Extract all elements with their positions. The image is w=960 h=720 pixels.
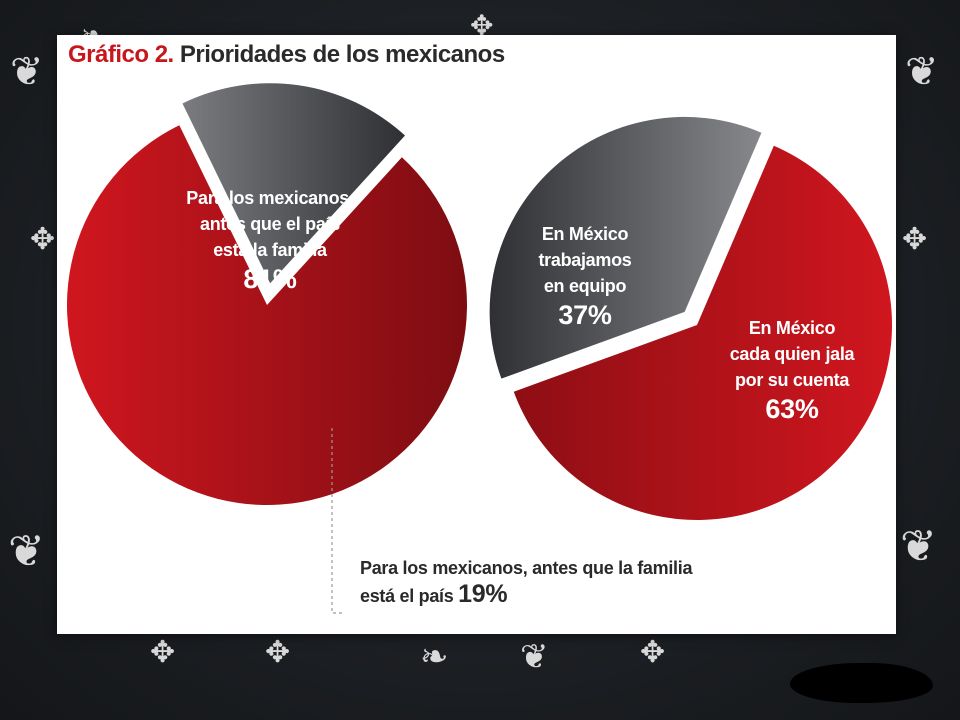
ornament-icon: ❧ [420,637,449,677]
ornament-icon: ✥ [265,635,291,670]
chart-title: Gráfico 2. Prioridades de los mexicanos [68,41,505,69]
ornament-icon: ✥ [470,9,494,42]
ornament-icon: ✥ [902,222,928,257]
pie-slice-cuenta [513,145,893,521]
chart-title-text: Prioridades de los mexicanos [179,41,505,68]
pie-charts [66,83,893,614]
pie-slice-equipo [489,116,762,379]
ornament-icon: ❦ [905,49,939,95]
slice-value-pais: 19% [458,580,508,608]
slice-value-equipo: 37% [558,300,612,330]
pie-slice-pais [182,83,405,284]
redaction-blob [790,663,933,703]
leader-line [331,428,345,614]
chart-card: Gráfico 2. Prioridades de los mexicanos [57,35,896,634]
slice-label-equipo: En México trabajamos en equipo 37% [510,221,660,331]
ornament-icon: ✥ [640,635,666,670]
slice-value-cuenta: 63% [765,394,819,424]
ornament-icon: ✥ [150,635,176,670]
ornament-icon: ❦ [520,637,549,677]
slice-label-familia: Para los mexicanos, antes que el país es… [145,185,395,295]
ornament-icon: ❦ [900,521,937,572]
ornament-icon: ✥ [30,222,56,257]
ornament-icon: ❦ [10,49,44,95]
slice-value-familia: 81% [243,264,297,294]
slice-label-cuenta: En México cada quien jala por su cuenta … [697,315,887,425]
chart-title-prefix: Gráfico 2. [68,41,174,68]
pie-slice-familia [66,125,467,506]
ornament-icon: ❦ [8,526,45,577]
slice-label-pais: Para los mexicanos, antes que la familia… [360,558,693,608]
